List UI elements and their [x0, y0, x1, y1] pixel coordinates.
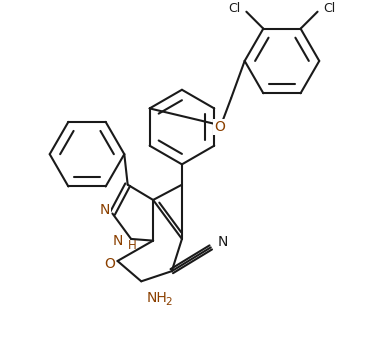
Text: N: N [100, 203, 110, 217]
Text: N: N [217, 235, 228, 249]
Text: Cl: Cl [323, 2, 335, 15]
Text: 2: 2 [166, 297, 172, 307]
Text: N: N [113, 234, 123, 248]
Text: Cl: Cl [228, 2, 240, 15]
Text: O: O [105, 257, 115, 271]
Text: NH: NH [146, 291, 167, 305]
Text: H: H [128, 239, 136, 252]
Text: O: O [214, 120, 225, 134]
